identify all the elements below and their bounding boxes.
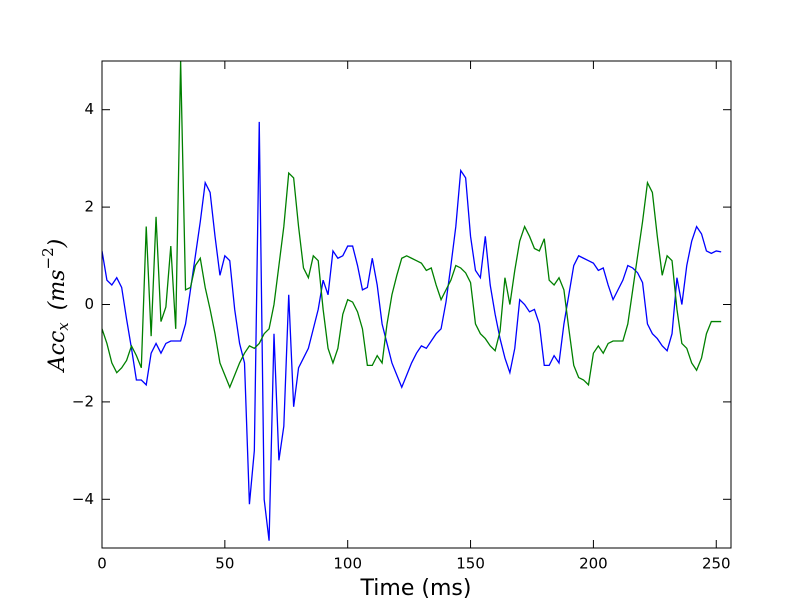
x-tick-label: 100 [333, 555, 362, 573]
data-line [102, 121, 722, 541]
y-tick-label: 0 [84, 295, 94, 313]
x-axis-label: Time (ms) [360, 576, 472, 601]
y-label-base: Acc [45, 331, 70, 374]
y-label-unit: (ms [45, 269, 70, 310]
y-label-sub: x [54, 322, 72, 331]
x-tick-label: 200 [579, 555, 608, 573]
x-tick-label: 50 [215, 555, 234, 573]
y-tick-label: 2 [84, 198, 94, 216]
y-tick-label: −2 [72, 392, 94, 410]
y-tick-label: 4 [84, 100, 94, 118]
x-tick-label: 150 [456, 555, 485, 573]
y-label-sup: −2 [39, 247, 57, 269]
y-tick-label: −4 [72, 490, 94, 508]
data-line [102, 61, 722, 390]
x-tick-label: 250 [702, 555, 731, 573]
x-tick-label: 0 [97, 555, 107, 573]
y-axis-label: Accx (ms−2) [39, 239, 72, 373]
y-label-close: ) [45, 239, 70, 249]
plot-frame [101, 60, 732, 549]
